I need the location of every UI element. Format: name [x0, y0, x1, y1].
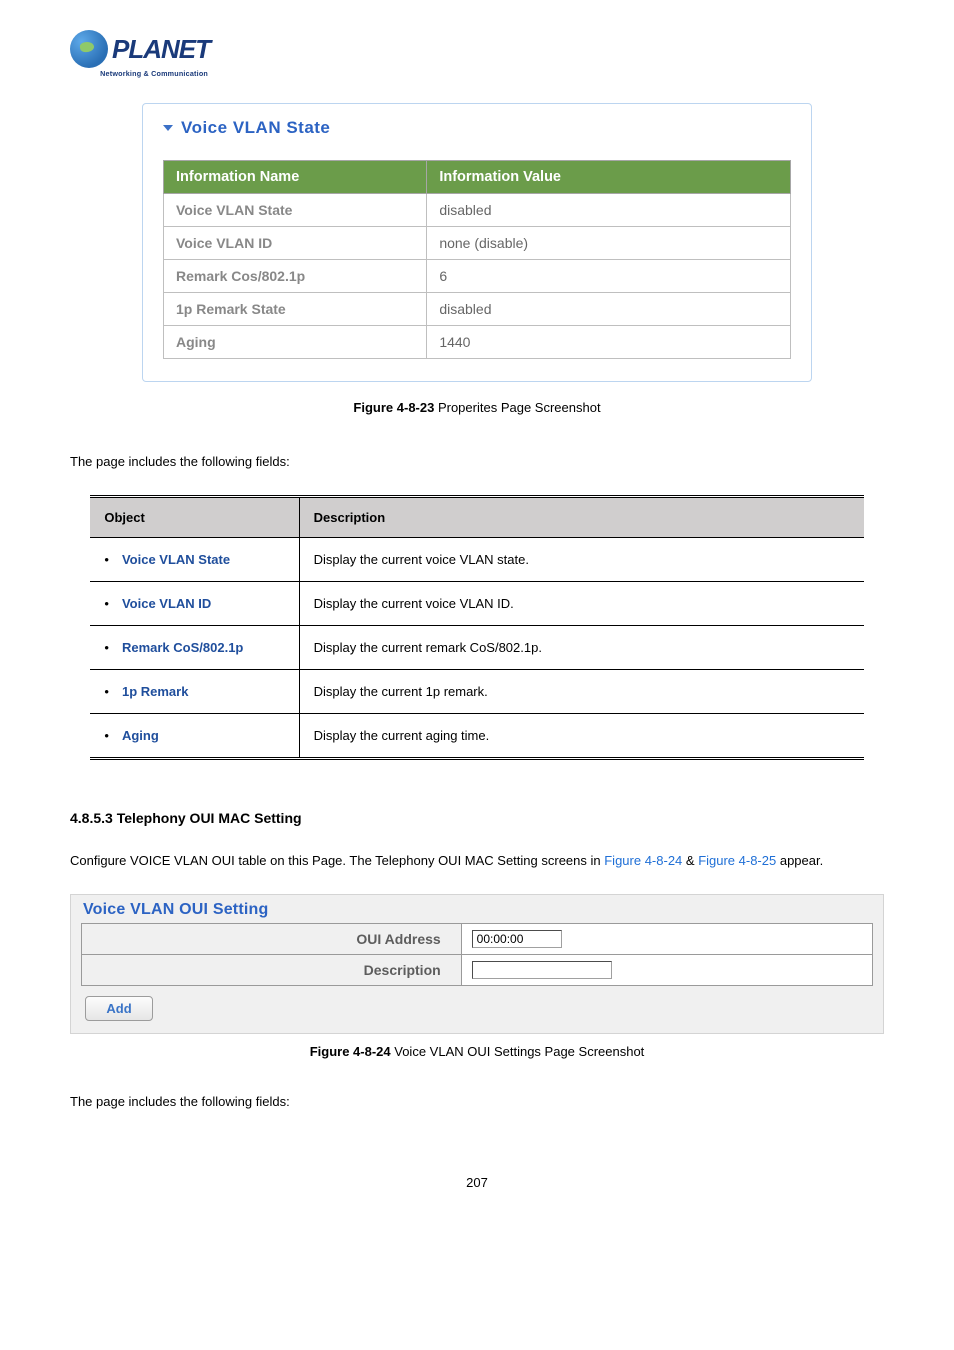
vvlan-col-value: Information Value	[427, 161, 791, 194]
table-row: 1p Remark State disabled	[164, 293, 791, 326]
vvlan-row-value: none (disable)	[427, 227, 791, 260]
vvlan-row-name: Voice VLAN State	[164, 194, 427, 227]
vvlan-row-name: 1p Remark State	[164, 293, 427, 326]
vvlan-row-value: disabled	[427, 293, 791, 326]
logo-globe-icon	[70, 30, 108, 68]
add-button[interactable]: Add	[85, 996, 153, 1021]
voice-vlan-oui-panel: Voice VLAN OUI Setting OUI Address Descr…	[70, 894, 884, 1034]
obj-name: Remark CoS/802.1p	[122, 640, 243, 655]
table-row: OUI Address	[82, 924, 873, 955]
table-row: Aging 1440	[164, 326, 791, 359]
oui-setting-table: OUI Address Description	[81, 923, 873, 986]
obj-header-description: Description	[299, 497, 864, 538]
table-row: • Remark CoS/802.1p Display the current …	[90, 626, 863, 670]
bullet-icon: •	[104, 640, 118, 655]
table-row: Voice VLAN ID none (disable)	[164, 227, 791, 260]
oui-description-input[interactable]	[472, 961, 612, 979]
outro-text: The page includes the following fields:	[70, 1089, 884, 1115]
bullet-icon: •	[104, 728, 118, 743]
section-para-pre: Configure VOICE VLAN OUI table on this P…	[70, 853, 604, 868]
obj-desc: Display the current 1p remark.	[299, 670, 864, 714]
figure-2-rest: Voice VLAN OUI Settings Page Screenshot	[391, 1044, 645, 1059]
table-row: Remark Cos/802.1p 6	[164, 260, 791, 293]
voice-vlan-state-panel: Voice VLAN State Information Name Inform…	[142, 103, 812, 382]
vvlan-row-name: Remark Cos/802.1p	[164, 260, 427, 293]
voice-vlan-state-title: Voice VLAN State	[181, 118, 330, 138]
chevron-down-icon	[163, 125, 173, 131]
obj-desc: Display the current voice VLAN ID.	[299, 582, 864, 626]
obj-name: Aging	[122, 728, 159, 743]
bullet-icon: •	[104, 596, 118, 611]
figure-1-bold: Figure 4-8-23	[353, 400, 434, 415]
table-row: • 1p Remark Display the current 1p remar…	[90, 670, 863, 714]
bullet-icon: •	[104, 552, 118, 567]
logo-name: PLANET	[112, 36, 210, 62]
oui-address-input[interactable]	[472, 930, 562, 948]
logo-block: PLANET Networking & Communication	[70, 30, 884, 79]
table-row: Description	[82, 955, 873, 986]
figure-caption-2: Figure 4-8-24 Voice VLAN OUI Settings Pa…	[70, 1044, 884, 1059]
obj-desc: Display the current voice VLAN state.	[299, 538, 864, 582]
vvlan-row-name: Voice VLAN ID	[164, 227, 427, 260]
vvlan-row-name: Aging	[164, 326, 427, 359]
vvlan-row-value: 6	[427, 260, 791, 293]
section-para-post: appear.	[776, 853, 823, 868]
logo-tagline: Networking & Communication	[70, 69, 210, 78]
table-row: Voice VLAN State disabled	[164, 194, 791, 227]
table-row: • Aging Display the current aging time.	[90, 714, 863, 759]
page-number: 207	[70, 1175, 884, 1190]
obj-name: Voice VLAN ID	[122, 596, 211, 611]
figure-link-1[interactable]: Figure 4-8-24	[604, 853, 682, 868]
obj-header-object: Object	[90, 497, 299, 538]
figure-1-rest: Properites Page Screenshot	[434, 400, 600, 415]
obj-desc: Display the current aging time.	[299, 714, 864, 759]
oui-panel-title: Voice VLAN OUI Setting	[83, 901, 873, 919]
bullet-icon: •	[104, 684, 118, 699]
oui-description-label: Description	[82, 955, 462, 986]
vvlan-row-value: disabled	[427, 194, 791, 227]
intro-text: The page includes the following fields:	[70, 449, 884, 475]
obj-name: Voice VLAN State	[122, 552, 230, 567]
obj-name: 1p Remark	[122, 684, 188, 699]
voice-vlan-state-table: Information Name Information Value Voice…	[163, 160, 791, 359]
table-row: • Voice VLAN ID Display the current voic…	[90, 582, 863, 626]
vvlan-row-value: 1440	[427, 326, 791, 359]
section-heading: 4.8.5.3 Telephony OUI MAC Setting	[70, 810, 884, 826]
figure-caption-1: Figure 4-8-23 Properites Page Screenshot	[70, 400, 884, 415]
object-description-table: Object Description • Voice VLAN State Di…	[90, 495, 863, 760]
oui-address-label: OUI Address	[82, 924, 462, 955]
vvlan-col-name: Information Name	[164, 161, 427, 194]
obj-desc: Display the current remark CoS/802.1p.	[299, 626, 864, 670]
figure-link-2[interactable]: Figure 4-8-25	[698, 853, 776, 868]
figure-2-bold: Figure 4-8-24	[310, 1044, 391, 1059]
section-paragraph: Configure VOICE VLAN OUI table on this P…	[70, 848, 884, 874]
table-row: • Voice VLAN State Display the current v…	[90, 538, 863, 582]
section-amp: &	[682, 853, 698, 868]
